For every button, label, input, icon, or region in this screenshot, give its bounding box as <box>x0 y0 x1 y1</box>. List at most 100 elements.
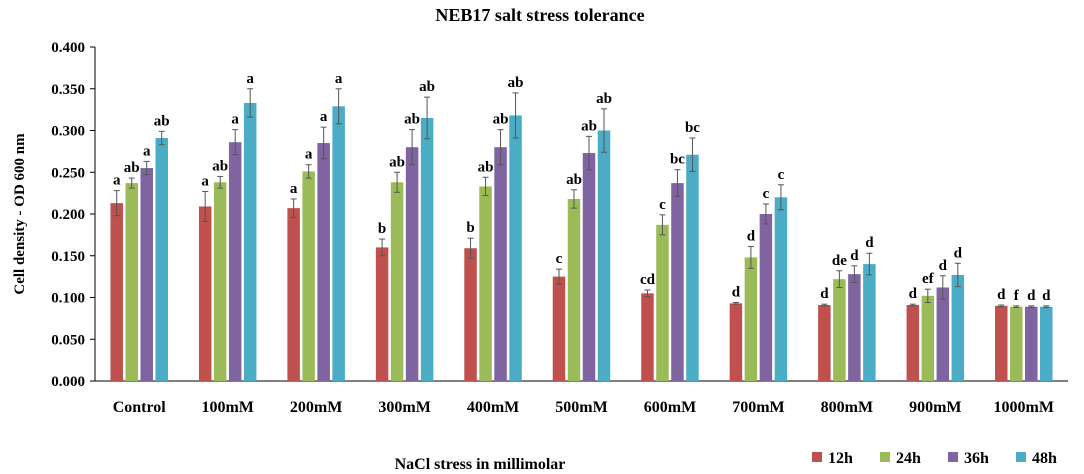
y-tick-label: 0.250 <box>51 165 85 181</box>
y-tick-label: 0.350 <box>51 82 85 98</box>
significance-label: a <box>113 173 121 189</box>
significance-label: a <box>335 71 343 87</box>
significance-label: d <box>850 248 859 264</box>
significance-label: ab <box>493 112 509 128</box>
legend-label: 48h <box>1032 450 1057 467</box>
significance-label: ef <box>922 271 935 287</box>
legend-swatch <box>812 452 822 462</box>
bar <box>243 102 257 381</box>
bar <box>155 138 168 381</box>
bar <box>833 279 846 381</box>
bar <box>1010 306 1023 381</box>
bar <box>390 182 404 381</box>
significance-label: a <box>231 112 239 128</box>
significance-label: ab <box>419 79 435 95</box>
bar <box>641 293 654 381</box>
x-tick-label: 600mM <box>644 399 696 416</box>
bar <box>405 147 419 381</box>
significance-label: a <box>305 147 313 163</box>
significance-label: ab <box>508 75 524 91</box>
bar <box>140 168 153 381</box>
significance-label: c <box>778 167 785 183</box>
bar <box>848 274 861 381</box>
significance-label: d <box>865 235 874 251</box>
bar <box>774 197 788 381</box>
legend-swatch <box>948 452 958 462</box>
y-tick-label: 0.300 <box>51 124 85 140</box>
y-axis-label: Cell density - OD 600 nm <box>12 133 28 295</box>
significance-label: cd <box>640 272 656 288</box>
bar <box>744 257 758 381</box>
significance-label: b <box>466 220 474 236</box>
x-axis-label: NaCl stress in millimolar <box>395 456 566 473</box>
y-tick-label: 0.400 <box>51 40 85 56</box>
significance-label: ab <box>581 118 597 134</box>
bar <box>464 248 477 381</box>
bar <box>656 224 669 381</box>
legend-label: 12h <box>828 450 853 467</box>
significance-label: a <box>201 173 209 189</box>
bar <box>125 183 138 381</box>
legend-label: 24h <box>896 450 921 467</box>
bar <box>302 171 315 381</box>
significance-label: d <box>820 286 829 302</box>
significance-label: d <box>747 229 756 245</box>
bar <box>228 142 242 381</box>
significance-label: d <box>909 286 918 302</box>
significance-label: c <box>556 251 563 267</box>
bar <box>552 276 566 381</box>
bar <box>213 182 227 381</box>
significance-label: d <box>1027 288 1036 304</box>
significance-label: a <box>246 71 254 87</box>
bar <box>671 183 684 381</box>
significance-label: c <box>763 186 770 202</box>
x-tick-label: 400mM <box>467 399 519 416</box>
x-tick-label: 800mM <box>821 399 873 416</box>
bar <box>375 247 389 381</box>
bar <box>951 274 965 381</box>
y-tick-label: 0.150 <box>51 249 85 265</box>
bar <box>818 305 831 381</box>
y-tick-label: 0.000 <box>51 374 85 390</box>
significance-label: d <box>954 245 963 261</box>
significance-label: d <box>732 285 741 301</box>
bar <box>936 287 950 381</box>
x-tick-label: 300mM <box>378 399 430 416</box>
significance-label: ab <box>389 154 405 170</box>
x-tick-label: 100mM <box>201 399 253 416</box>
bar <box>921 295 935 381</box>
significance-label: f <box>1014 288 1020 304</box>
significance-label: c <box>659 197 666 213</box>
bar <box>729 303 743 381</box>
legend: 12h 24h 36h 48h <box>812 450 1057 467</box>
chart-title: NEB17 salt stress tolerance <box>435 5 644 25</box>
bar <box>332 106 345 381</box>
significance-label: ab <box>404 112 420 128</box>
significance-label: b <box>378 221 386 237</box>
bar <box>110 203 123 381</box>
bar <box>287 208 300 381</box>
x-tick-label: 200mM <box>290 399 342 416</box>
x-tick-label: Control <box>113 399 167 416</box>
significance-label: d <box>1042 288 1051 304</box>
legend-label: 36h <box>964 450 989 467</box>
significance-label: ab <box>596 91 612 107</box>
y-tick-label: 0.100 <box>51 291 85 307</box>
bar <box>420 117 434 381</box>
bar <box>597 130 611 381</box>
bar <box>198 206 212 381</box>
significance-label: bc <box>670 152 685 168</box>
bar <box>317 143 330 381</box>
significance-label: ab <box>566 172 582 188</box>
y-tick-label: 0.050 <box>51 332 85 348</box>
significance-label: a <box>290 181 298 197</box>
significance-label: ab <box>478 159 494 175</box>
significance-label: ab <box>154 113 170 129</box>
bar <box>759 214 773 381</box>
legend-swatch <box>1016 452 1026 462</box>
significance-label: d <box>939 258 948 274</box>
significance-label: ab <box>124 160 140 176</box>
bar <box>686 154 699 381</box>
significance-label: de <box>832 253 847 269</box>
